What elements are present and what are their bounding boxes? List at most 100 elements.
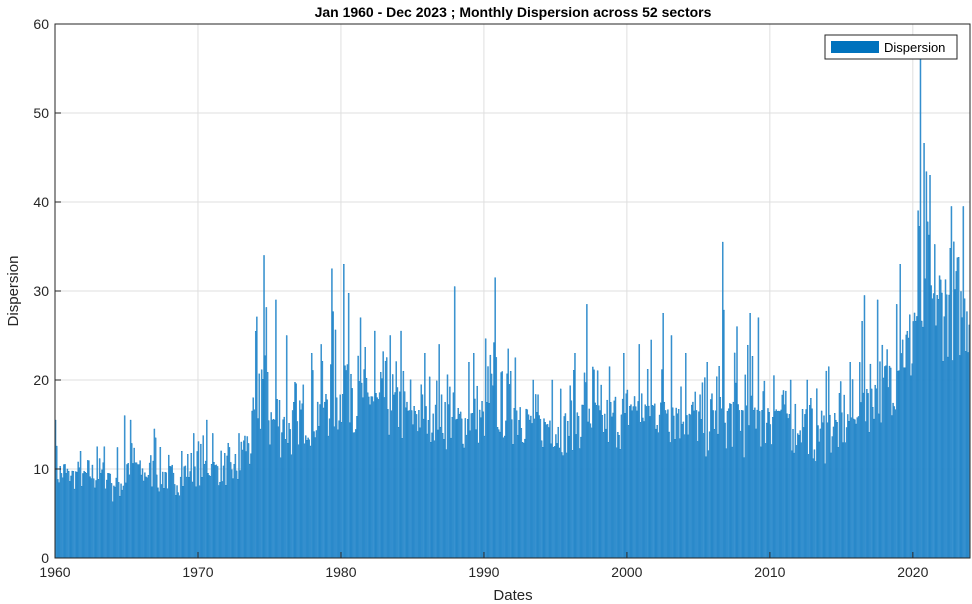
bar [737,404,739,559]
bar [670,335,673,559]
y-tick-label: 60 [33,16,49,32]
bar [860,402,862,559]
bar [571,450,574,559]
bar [73,488,76,559]
bar [712,410,714,559]
bar [397,427,400,559]
bar [76,471,78,559]
bar [633,396,636,559]
bar [521,442,524,559]
bar [955,271,957,559]
y-tick-label: 10 [33,461,49,477]
bar [151,486,153,559]
y-tick-label: 20 [33,372,49,388]
bar [963,298,966,559]
bar [674,439,676,559]
bar [943,316,946,559]
bar [82,473,84,559]
bar [468,362,470,559]
bar [128,474,131,559]
bar [585,382,587,559]
bar [868,432,870,559]
bar [458,413,461,559]
bar [103,446,106,559]
y-tick-label: 30 [33,283,49,299]
bar [179,476,182,559]
bar [486,402,488,559]
bar [471,413,474,559]
bar [326,399,328,559]
bar [432,413,434,559]
bar [301,403,303,559]
bar [645,406,648,559]
bar [764,443,767,559]
bar [324,401,326,559]
bar [96,446,98,559]
bar [853,418,855,559]
bar [58,482,60,559]
bar [328,418,331,559]
bar [811,408,813,559]
bar [756,409,758,559]
bar [779,411,781,559]
bar [314,437,316,559]
bar [570,400,573,559]
bar [202,435,204,559]
bar [85,472,88,559]
bar [530,415,532,559]
bar [129,419,132,559]
bar [595,405,598,559]
bar [165,472,168,559]
bar [608,366,611,559]
bar [520,428,523,559]
bar [770,444,773,559]
bar [109,473,112,559]
bar [444,402,446,559]
bar [549,420,551,559]
bar [487,366,489,559]
bar [431,432,433,559]
bar [506,373,508,559]
bar [627,425,630,559]
bar [381,378,383,559]
bar [160,484,163,559]
bar [451,417,453,559]
bar [170,466,172,559]
bar [805,409,807,559]
bar [240,441,243,559]
bar [701,382,704,559]
bar [903,367,905,559]
bar [816,388,818,559]
bar [459,411,462,559]
bar [930,285,932,559]
bar [823,415,825,559]
bar [932,293,935,559]
bar [363,369,365,559]
bar [794,403,797,559]
bar [786,413,788,559]
bar [897,370,899,559]
bar [664,410,667,559]
bar [942,361,944,559]
bar [911,363,913,559]
bar [495,357,498,559]
bar [243,440,245,559]
bar [724,422,726,559]
y-axis-label: Dispersion [5,256,22,327]
legend-label: Dispersion [884,40,945,55]
bar [380,372,382,559]
bar [91,464,94,559]
bar [953,241,955,559]
x-axis-label: Dates [493,587,532,604]
bar [658,414,661,559]
bar [643,421,645,559]
bar [841,412,843,559]
bar [795,445,798,559]
bar [557,426,559,559]
bar [705,456,707,559]
bar [475,429,477,559]
bar [94,487,96,559]
bar [437,429,439,559]
bar [280,457,282,559]
